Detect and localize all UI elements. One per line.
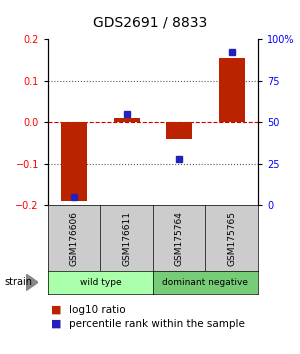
Text: strain: strain <box>4 277 32 287</box>
Text: ■: ■ <box>51 305 62 315</box>
Text: GSM175765: GSM175765 <box>227 211 236 266</box>
Bar <box>219 58 245 122</box>
Text: GDS2691 / 8833: GDS2691 / 8833 <box>93 16 207 30</box>
Text: GSM176606: GSM176606 <box>70 211 79 266</box>
Text: log10 ratio: log10 ratio <box>69 305 126 315</box>
Text: GSM176611: GSM176611 <box>122 211 131 266</box>
Bar <box>114 118 140 122</box>
Polygon shape <box>26 274 38 291</box>
Text: percentile rank within the sample: percentile rank within the sample <box>69 319 245 329</box>
Bar <box>166 122 192 139</box>
Text: GSM175764: GSM175764 <box>175 211 184 266</box>
Bar <box>61 122 87 201</box>
Text: dominant negative: dominant negative <box>163 278 248 287</box>
Text: ■: ■ <box>51 319 62 329</box>
Text: wild type: wild type <box>80 278 121 287</box>
